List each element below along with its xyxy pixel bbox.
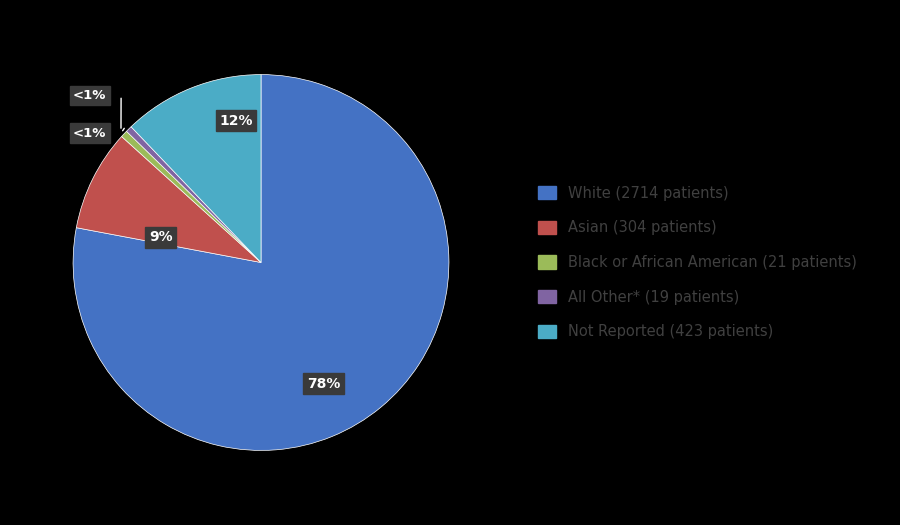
Text: 12%: 12% (220, 113, 253, 128)
Wedge shape (73, 75, 449, 450)
Wedge shape (122, 131, 261, 262)
Text: <1%: <1% (73, 127, 106, 140)
Wedge shape (76, 136, 261, 262)
Text: <1%: <1% (73, 89, 106, 102)
Text: 78%: 78% (307, 376, 340, 391)
Text: 9%: 9% (149, 230, 173, 245)
Legend: White (2714 patients), Asian (304 patients), Black or African American (21 patie: White (2714 patients), Asian (304 patien… (524, 171, 871, 354)
Wedge shape (131, 75, 261, 262)
Wedge shape (127, 127, 261, 262)
